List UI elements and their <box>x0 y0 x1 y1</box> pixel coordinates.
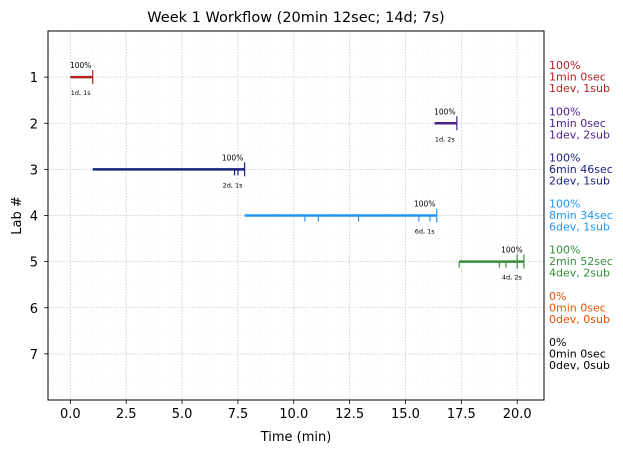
lab-5-devsub-label: 4d, 2s <box>502 274 523 282</box>
y-axis-title: Lab # <box>10 196 25 235</box>
lab-6-summary-line: 0min 0sec <box>549 301 606 314</box>
lab-5-summary-line: 4dev, 2sub <box>549 267 610 280</box>
lab-5-summary-line: 100% <box>549 244 580 257</box>
x-tick-label: 5.0 <box>172 407 193 422</box>
lab-1-devsub-label: 1d, 1s <box>71 89 92 97</box>
x-tick-label: 10.0 <box>279 407 308 422</box>
lab-3-summary-line: 100% <box>549 151 580 164</box>
x-tick-label: 2.5 <box>116 407 137 422</box>
data-layer: 100% 1d, 1s 100% 1d, 2s 100% 2d, 1s 100% 6d, 1s… <box>70 61 525 282</box>
lab-4-summary-line: 6dev, 1sub <box>549 221 610 234</box>
lab-1-summary-line: 100% <box>549 59 580 72</box>
y-tick-label: 4 <box>30 210 38 225</box>
y-tick-label: 2 <box>30 117 38 132</box>
lab-7-summary-line: 0min 0sec <box>549 347 606 360</box>
x-axis-title: Time (min) <box>260 430 332 445</box>
x-tick-label: 12.5 <box>335 407 364 422</box>
lab-1-percent-label: 100% <box>70 61 91 70</box>
x-tick-label: 15.0 <box>391 407 420 422</box>
lab-7-summary-line: 0dev, 0sub <box>549 359 610 372</box>
x-tick-label: 7.5 <box>228 407 249 422</box>
lab-1-summary-line: 1dev, 1sub <box>549 82 610 95</box>
lab-3-devsub-label: 2d, 1s <box>223 181 244 189</box>
lab-2-summary-line: 1dev, 2sub <box>549 128 610 141</box>
lab-2-percent-label: 100% <box>434 107 455 116</box>
lab-2-summary-line: 1min 0sec <box>549 117 606 130</box>
lab-4-percent-label: 100% <box>414 200 435 209</box>
lab-5-percent-label: 100% <box>501 246 522 255</box>
lab-4-summary-line: 8min 34sec <box>549 209 613 222</box>
lab-2-summary-line: 100% <box>549 105 580 118</box>
lab-6-summary-line: 0dev, 0sub <box>549 313 610 326</box>
y-tick-label: 7 <box>30 348 38 363</box>
lab-4-devsub-label: 6d, 1s <box>415 228 436 236</box>
lab-6-summary-line: 0% <box>549 290 566 303</box>
x-tick-label: 20.0 <box>503 407 532 422</box>
lab-7-summary-line: 0% <box>549 336 566 349</box>
lab-1-summary-line: 1min 0sec <box>549 71 606 84</box>
lab-2-devsub-label: 1d, 2s <box>435 135 456 143</box>
lab-3-summary-line: 6min 46sec <box>549 163 613 176</box>
y-tick-label: 6 <box>30 302 38 317</box>
axis-layer: 0.0 2.5 5.0 7.5 10.0 12.5 15.0 17.5 20.0 1 2 3 4 5 6 7 <box>30 71 532 422</box>
y-tick-label: 3 <box>30 163 38 178</box>
y-tick-label: 5 <box>30 256 38 271</box>
x-tick-label: 0.0 <box>60 407 81 422</box>
lab-4-summary-line: 100% <box>549 198 580 211</box>
lab-3-percent-label: 100% <box>222 153 243 162</box>
lab-3-summary-line: 2dev, 1sub <box>549 174 610 187</box>
lab-5-summary-line: 2min 52sec <box>549 255 613 268</box>
chart-title: Week 1 Workflow (20min 12sec; 14d; 7s) <box>147 10 444 26</box>
x-tick-label: 17.5 <box>447 407 476 422</box>
y-tick-label: 1 <box>30 71 38 86</box>
